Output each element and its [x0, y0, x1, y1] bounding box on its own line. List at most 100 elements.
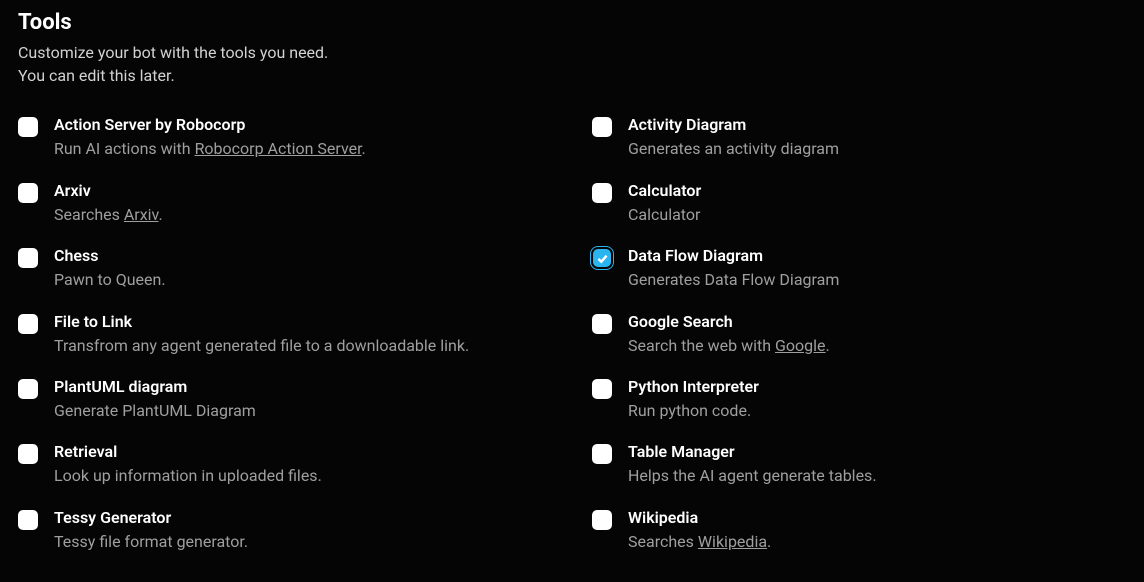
tool-title-table-manager[interactable]: Table Manager: [628, 442, 877, 461]
tool-desc-pre-google-search: Search the web with: [628, 336, 775, 355]
tool-desc-tessy: Tessy file format generator.: [54, 531, 248, 553]
tool-text-data-flow-diagram: Data Flow Diagram Generates Data Flow Dia…: [628, 246, 839, 291]
tool-desc-file-to-link: Transfrom any agent generated file to a …: [54, 335, 469, 357]
check-icon: [596, 252, 609, 265]
tool-desc-pre-arxiv: Searches: [54, 205, 124, 224]
checkbox-file-to-link[interactable]: [18, 314, 38, 334]
tool-item-activity-diagram: Activity Diagram Generates an activity di…: [592, 115, 1126, 160]
tool-desc-link-action-server[interactable]: Robocorp Action Server: [195, 139, 362, 158]
tool-item-file-to-link: File to Link Transfrom any agent generate…: [18, 312, 552, 357]
tool-desc-calculator: Calculator: [628, 204, 701, 226]
tool-desc-chess: Pawn to Queen.: [54, 269, 166, 291]
tools-left-column: Action Server by Robocorp Run AI actions …: [18, 115, 552, 553]
tool-desc-pre-table-manager: Helps the AI agent generate tables.: [628, 466, 877, 485]
tool-desc-link-google-search[interactable]: Google: [775, 336, 826, 355]
tool-text-activity-diagram: Activity Diagram Generates an activity di…: [628, 115, 839, 160]
tool-desc-pre-calculator: Calculator: [628, 205, 700, 224]
tool-desc-pre-tessy: Tessy file format generator.: [54, 532, 248, 551]
checkbox-arxiv[interactable]: [18, 183, 38, 203]
tool-desc-pre-wikipedia: Searches: [628, 532, 698, 551]
tool-desc-google-search: Search the web with Google.: [628, 335, 830, 357]
tool-item-table-manager: Table Manager Helps the AI agent generate…: [592, 442, 1126, 487]
tool-title-arxiv[interactable]: Arxiv: [54, 181, 163, 200]
tool-desc-pre-data-flow-diagram: Generates Data Flow Diagram: [628, 270, 839, 289]
tool-title-tessy[interactable]: Tessy Generator: [54, 508, 248, 527]
tool-text-table-manager: Table Manager Helps the AI agent generate…: [628, 442, 877, 487]
tool-item-google-search: Google Search Search the web with Google.: [592, 312, 1126, 357]
page-title: Tools: [18, 10, 1126, 35]
tool-desc-pre-file-to-link: Transfrom any agent generated file to a …: [54, 336, 469, 355]
tool-text-retrieval: Retrieval Look up information in uploaded…: [54, 442, 322, 487]
tool-desc-retrieval: Look up information in uploaded files.: [54, 465, 322, 487]
tool-desc-python-interpreter: Run python code.: [628, 400, 759, 422]
tool-item-calculator: Calculator Calculator: [592, 181, 1126, 226]
tools-columns: Action Server by Robocorp Run AI actions …: [18, 115, 1126, 553]
tools-right-column: Activity Diagram Generates an activity di…: [592, 115, 1126, 553]
tool-desc-table-manager: Helps the AI agent generate tables.: [628, 465, 877, 487]
tool-text-google-search: Google Search Search the web with Google.: [628, 312, 830, 357]
tool-desc-post-action-server: .: [362, 139, 366, 158]
tool-item-tessy: Tessy Generator Tessy file format generat…: [18, 508, 552, 553]
tool-item-retrieval: Retrieval Look up information in uploaded…: [18, 442, 552, 487]
subtitle-line2: You can edit this later.: [18, 66, 175, 85]
tool-title-data-flow-diagram[interactable]: Data Flow Diagram: [628, 246, 839, 265]
checkbox-chess[interactable]: [18, 248, 38, 268]
tool-desc-pre-action-server: Run AI actions with: [54, 139, 195, 158]
tool-item-python-interpreter: Python Interpreter Run python code.: [592, 377, 1126, 422]
checkbox-data-flow-diagram[interactable]: [593, 249, 611, 267]
tool-desc-pre-python-interpreter: Run python code.: [628, 401, 751, 420]
tool-desc-action-server: Run AI actions with Robocorp Action Serv…: [54, 138, 366, 160]
tool-desc-pre-retrieval: Look up information in uploaded files.: [54, 466, 322, 485]
tool-desc-post-google-search: .: [826, 336, 830, 355]
tool-desc-pre-plantuml: Generate PlantUML Diagram: [54, 401, 256, 420]
tool-desc-post-wikipedia: .: [767, 532, 771, 551]
tools-header: Tools Customize your bot with the tools …: [18, 10, 1126, 87]
tool-title-plantuml[interactable]: PlantUML diagram: [54, 377, 256, 396]
checkbox-calculator[interactable]: [592, 183, 612, 203]
tool-desc-plantuml: Generate PlantUML Diagram: [54, 400, 256, 422]
tool-item-arxiv: ArxivSearches Arxiv.: [18, 181, 552, 226]
tool-desc-post-arxiv: .: [158, 205, 162, 224]
tool-title-python-interpreter[interactable]: Python Interpreter: [628, 377, 759, 396]
tool-item-chess: Chess Pawn to Queen.: [18, 246, 552, 291]
page-subtitle: Customize your bot with the tools you ne…: [18, 41, 1126, 87]
subtitle-line1: Customize your bot with the tools you ne…: [18, 43, 328, 62]
tool-desc-link-wikipedia[interactable]: Wikipedia: [698, 532, 767, 551]
checkbox-table-manager[interactable]: [592, 444, 612, 464]
tool-desc-activity-diagram: Generates an activity diagram: [628, 138, 839, 160]
tool-item-data-flow-diagram: Data Flow Diagram Generates Data Flow Dia…: [592, 246, 1126, 291]
tool-title-google-search[interactable]: Google Search: [628, 312, 830, 331]
tool-title-wikipedia[interactable]: Wikipedia: [628, 508, 771, 527]
tool-item-action-server: Action Server by Robocorp Run AI actions …: [18, 115, 552, 160]
tool-desc-arxiv: Searches Arxiv.: [54, 204, 163, 226]
tool-desc-link-arxiv[interactable]: Arxiv: [124, 205, 159, 224]
tool-text-calculator: Calculator Calculator: [628, 181, 701, 226]
tool-text-action-server: Action Server by Robocorp Run AI actions …: [54, 115, 366, 160]
tool-desc-pre-activity-diagram: Generates an activity diagram: [628, 139, 839, 158]
checkbox-activity-diagram[interactable]: [592, 117, 612, 137]
tool-text-tessy: Tessy Generator Tessy file format generat…: [54, 508, 248, 553]
tool-title-retrieval[interactable]: Retrieval: [54, 442, 322, 461]
tool-title-chess[interactable]: Chess: [54, 246, 166, 265]
checkbox-google-search[interactable]: [592, 314, 612, 334]
tool-text-wikipedia: WikipediaSearches Wikipedia.: [628, 508, 771, 553]
checkbox-wikipedia[interactable]: [592, 510, 612, 530]
checkbox-tessy[interactable]: [18, 510, 38, 530]
tool-desc-data-flow-diagram: Generates Data Flow Diagram: [628, 269, 839, 291]
tool-title-activity-diagram[interactable]: Activity Diagram: [628, 115, 839, 134]
tool-text-chess: Chess Pawn to Queen.: [54, 246, 166, 291]
checkbox-action-server[interactable]: [18, 117, 38, 137]
tool-text-arxiv: ArxivSearches Arxiv.: [54, 181, 163, 226]
tool-text-python-interpreter: Python Interpreter Run python code.: [628, 377, 759, 422]
tool-desc-pre-chess: Pawn to Queen.: [54, 270, 166, 289]
tool-text-file-to-link: File to Link Transfrom any agent generate…: [54, 312, 469, 357]
tool-desc-wikipedia: Searches Wikipedia.: [628, 531, 771, 553]
tool-title-calculator[interactable]: Calculator: [628, 181, 701, 200]
tool-title-action-server[interactable]: Action Server by Robocorp: [54, 115, 366, 134]
checkbox-retrieval[interactable]: [18, 444, 38, 464]
tool-item-plantuml: PlantUML diagram Generate PlantUML Diagra…: [18, 377, 552, 422]
checkbox-python-interpreter[interactable]: [592, 379, 612, 399]
tool-title-file-to-link[interactable]: File to Link: [54, 312, 469, 331]
tool-item-wikipedia: WikipediaSearches Wikipedia.: [592, 508, 1126, 553]
checkbox-plantuml[interactable]: [18, 379, 38, 399]
